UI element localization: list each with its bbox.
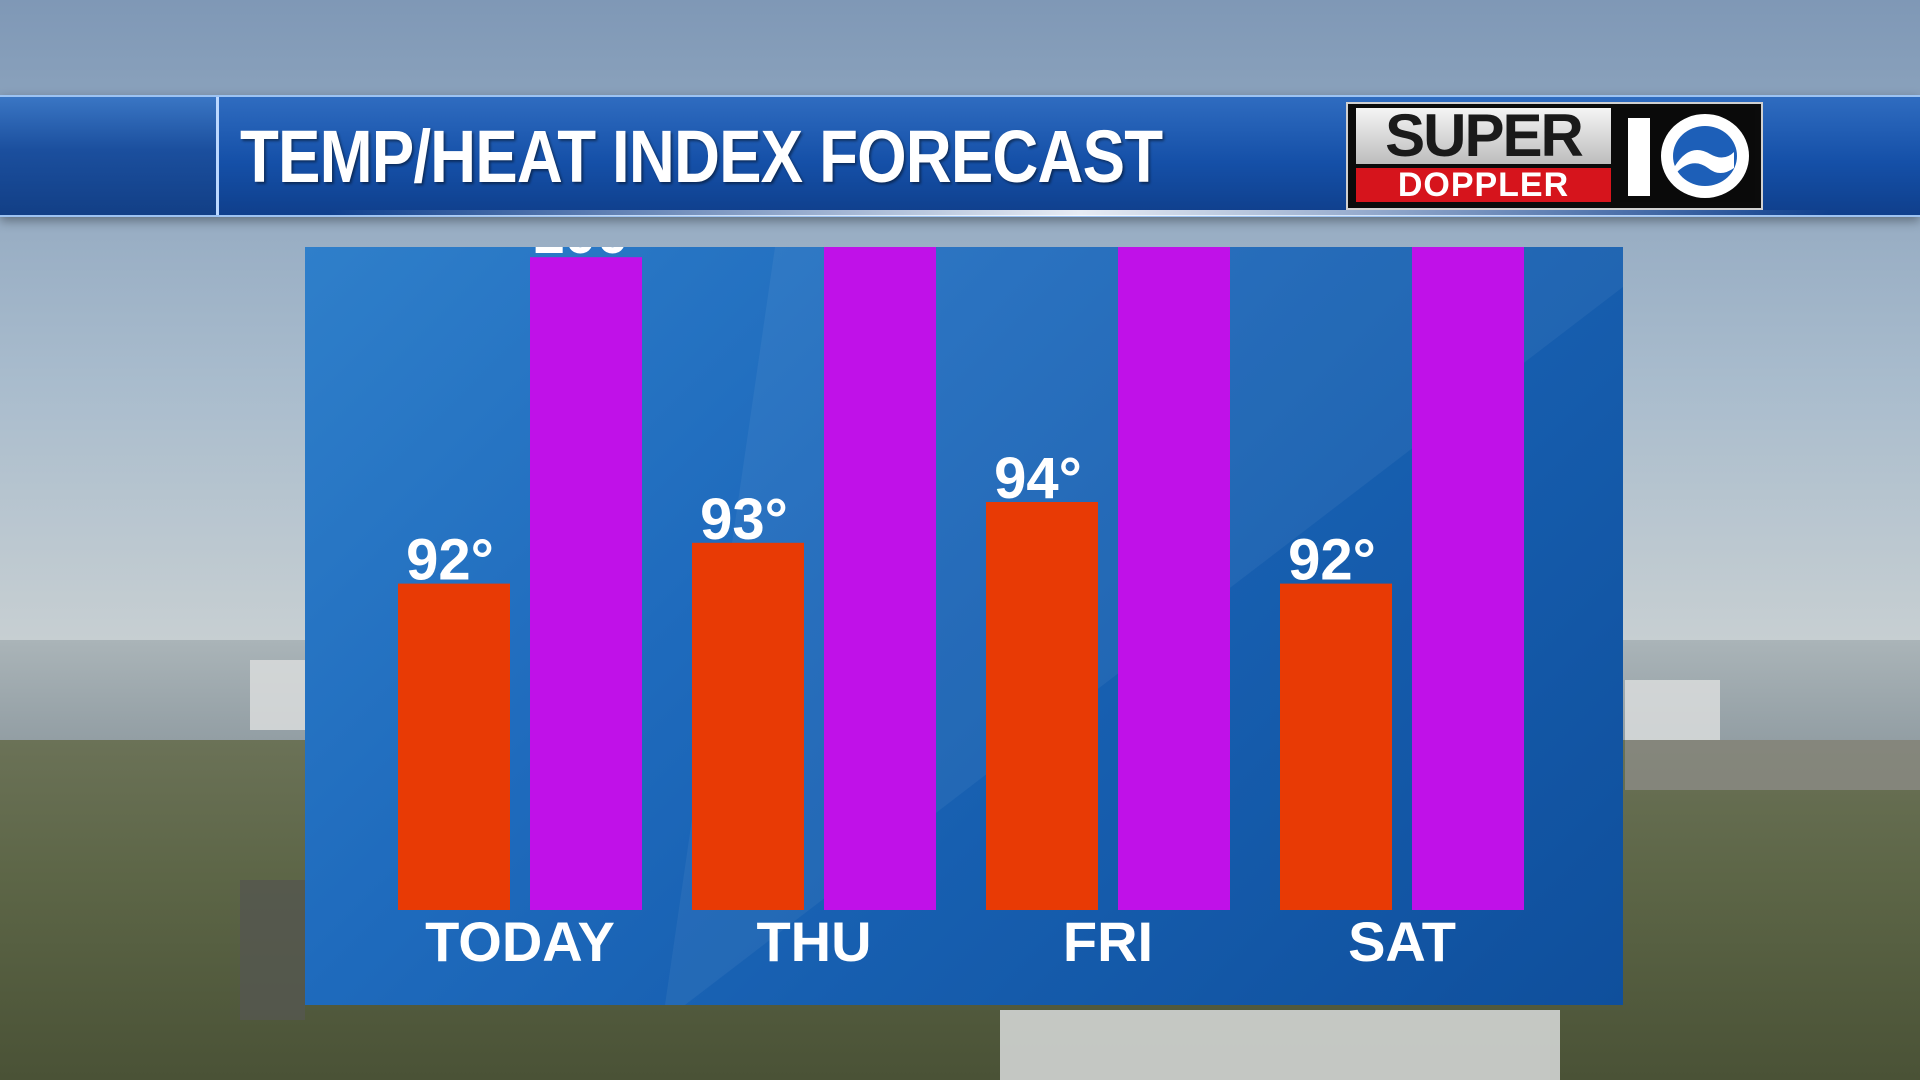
heat-index-bar-fri (1118, 247, 1230, 911)
banner-glint (330, 210, 1830, 216)
heat-index-bar-sat (1412, 247, 1524, 911)
category-label-today: TODAY (425, 910, 615, 973)
bar-chart: 92°100°TODAY93°102°THU94°103°FRI92°102°S… (398, 247, 1524, 973)
temp-bar-fri (986, 502, 1098, 910)
heat-index-value-label-today: 100° (532, 247, 652, 266)
category-label-sat: SAT (1348, 910, 1456, 973)
station-logo: SUPER DOPPLER (1346, 102, 1763, 210)
temp-bar-sat (1280, 583, 1392, 910)
temp-value-label-thu: 93° (700, 487, 788, 552)
background-building (1625, 740, 1920, 790)
temp-value-label-fri: 94° (994, 446, 1082, 511)
channel-10-wave-icon (1620, 108, 1755, 202)
heat-index-bar-thu (824, 247, 936, 911)
temp-value-label-today: 92° (406, 528, 494, 593)
page-title: TEMP/HEAT INDEX FORECAST (240, 115, 1163, 198)
logo-super-text: SUPER (1356, 106, 1611, 166)
background-building (250, 660, 305, 730)
temp-bar-thu (692, 542, 804, 910)
chart-panel: 92°100°TODAY93°102°THU94°103°FRI92°102°S… (305, 247, 1623, 1005)
category-label-thu: THU (756, 910, 871, 973)
background-building (240, 880, 305, 1020)
background-building (1625, 680, 1720, 740)
heat-index-bar-today (530, 257, 642, 910)
temp-bar-today (398, 583, 510, 910)
background-tent-roof (1000, 1010, 1560, 1080)
category-label-fri: FRI (1063, 910, 1153, 973)
temp-value-label-sat: 92° (1288, 528, 1376, 593)
logo-doppler-text: DOPPLER (1356, 168, 1611, 202)
